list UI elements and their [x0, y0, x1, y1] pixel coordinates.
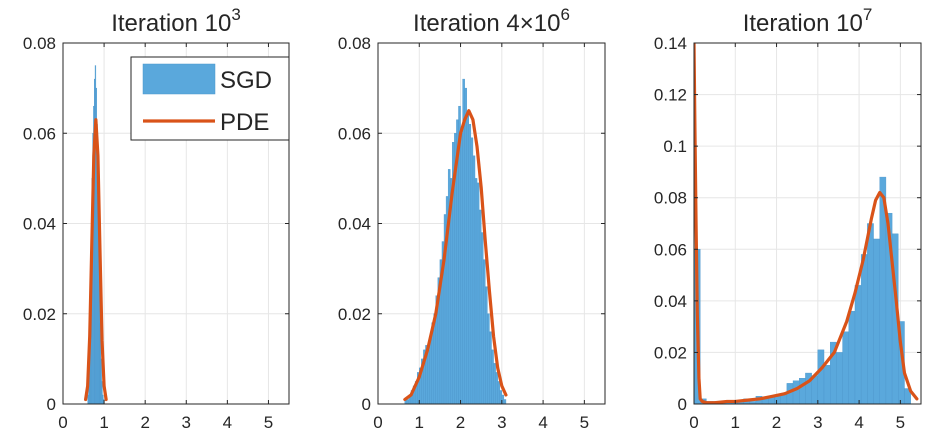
- x-tick-label: 4: [223, 413, 232, 432]
- histogram-bar: [492, 350, 494, 404]
- y-tick-label: 0.08: [654, 189, 687, 208]
- y-tick-label: 0.12: [654, 86, 687, 105]
- x-tick-label: 5: [580, 413, 589, 432]
- y-tick-label: 0.02: [338, 305, 371, 324]
- y-tick-label: 0.14: [654, 34, 687, 53]
- y-tick-label: 0.08: [338, 34, 371, 53]
- y-tick-label: 0.02: [654, 343, 687, 362]
- chart-title-exponent: 6: [560, 5, 569, 24]
- histogram-bar: [824, 365, 830, 404]
- x-tick-label: 3: [182, 413, 191, 432]
- histogram-bar: [836, 352, 842, 404]
- x-tick-label: 5: [264, 413, 273, 432]
- histogram-bar: [477, 183, 479, 404]
- y-tick-label: 0.04: [338, 215, 371, 234]
- x-tick-label: 3: [813, 413, 822, 432]
- y-tick-label: 0: [362, 395, 371, 414]
- histogram-bar: [494, 363, 496, 404]
- histogram-bar: [461, 133, 463, 404]
- histogram-bar: [793, 381, 799, 404]
- histogram-bar: [867, 224, 873, 405]
- x-tick-label: 2: [456, 413, 465, 432]
- histogram-bar: [843, 332, 849, 404]
- histogram-bar: [467, 111, 469, 404]
- panel-iteration-1e7: 0 1 2 3 4 5 0 0.02 0.04 0.06 0.08 0.1 0.12 0.14 Iterat…: [654, 5, 921, 432]
- chart-title: Iteration 4×106: [413, 5, 570, 37]
- legend: SGD PDE: [131, 57, 289, 140]
- legend-label-sgd: SGD: [220, 67, 272, 94]
- chart-title-exponent: 3: [231, 5, 240, 24]
- x-tick-label: 2: [772, 413, 781, 432]
- histogram-bar: [818, 350, 824, 404]
- histogram-bar: [481, 233, 483, 404]
- histogram-bar: [861, 254, 867, 404]
- histogram-bar: [485, 287, 487, 404]
- histogram-bar: [469, 124, 471, 404]
- y-tick-label: 0.06: [23, 124, 56, 143]
- y-tick-label: 0.04: [23, 215, 56, 234]
- y-tick-label: 0.06: [654, 240, 687, 259]
- histogram-bar: [496, 372, 498, 404]
- x-tick-label: 0: [689, 413, 698, 432]
- x-tick-label: 3: [497, 413, 506, 432]
- histogram-bar: [479, 210, 481, 404]
- histogram-bar: [504, 399, 506, 404]
- histogram-bar: [498, 381, 500, 404]
- histogram-bar: [489, 332, 491, 404]
- histogram-bar: [874, 239, 880, 404]
- y-tick-label: 0.04: [654, 292, 687, 311]
- chart-title: Iteration 107: [743, 5, 873, 37]
- x-tick-label: 2: [140, 413, 149, 432]
- chart-title-exponent: 7: [863, 5, 872, 24]
- x-tick-label: 0: [58, 413, 67, 432]
- y-tick-label: 0.06: [338, 124, 371, 143]
- x-tick-label: 4: [538, 413, 547, 432]
- chart-title-main: Iteration 10: [111, 10, 231, 37]
- histogram-bar: [471, 138, 473, 404]
- x-tick-label: 5: [896, 413, 905, 432]
- histogram-bar: [465, 88, 467, 404]
- x-tick-label: 4: [854, 413, 863, 432]
- histogram-bar: [407, 399, 409, 404]
- histogram-bar: [483, 260, 485, 404]
- histogram-bar: [487, 314, 489, 404]
- histogram-bar: [855, 285, 861, 404]
- histogram-bar: [849, 311, 855, 404]
- y-tick-label: 0: [678, 395, 687, 414]
- y-tick-label: 0: [47, 395, 56, 414]
- x-tick-label: 1: [731, 413, 740, 432]
- x-tick-label: 1: [415, 413, 424, 432]
- histogram-bar: [428, 350, 430, 404]
- histogram-bar: [473, 156, 475, 404]
- chart-title-main: Iteration 10: [743, 10, 863, 37]
- chart-title: Iteration 103: [111, 5, 241, 37]
- x-tick-label: 1: [99, 413, 108, 432]
- legend-swatch-sgd: [143, 64, 215, 94]
- x-tick-label: 0: [373, 413, 382, 432]
- y-tick-label: 0.02: [23, 305, 56, 324]
- histogram-bar: [774, 396, 780, 404]
- y-tick-label: 0.08: [23, 34, 56, 53]
- y-tick-label: 0.1: [663, 137, 687, 156]
- panel-iteration-4e6: 0 1 2 3 4 5 0 0.02 0.04 0.06 0.08 Iteration 4×106: [338, 5, 605, 432]
- chart-title-main: Iteration 4×10: [413, 10, 560, 37]
- legend-label-pde: PDE: [220, 109, 269, 136]
- histogram-bar: [475, 178, 477, 404]
